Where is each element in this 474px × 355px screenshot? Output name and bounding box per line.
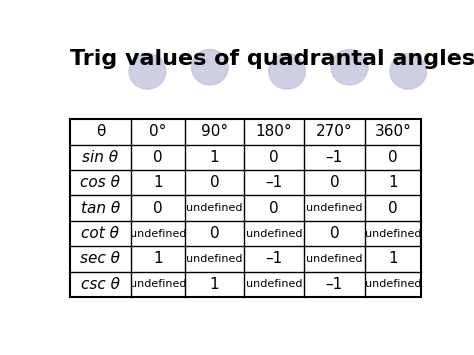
Text: –1: –1 [326, 277, 343, 292]
Text: –1: –1 [326, 150, 343, 165]
Text: undefined: undefined [306, 254, 363, 264]
Text: undefined: undefined [306, 203, 363, 213]
Text: 90°: 90° [201, 124, 228, 140]
Text: –1: –1 [265, 251, 283, 267]
Text: 0: 0 [388, 201, 398, 215]
Text: 0°: 0° [149, 124, 167, 140]
Text: 180°: 180° [255, 124, 292, 140]
Text: 0: 0 [269, 150, 279, 165]
Text: undefined: undefined [246, 229, 302, 239]
Text: 1: 1 [153, 251, 163, 267]
Text: sec θ: sec θ [81, 251, 120, 267]
Ellipse shape [129, 54, 166, 89]
Text: 1: 1 [153, 175, 163, 190]
Text: undefined: undefined [246, 279, 302, 289]
Text: 0: 0 [153, 201, 163, 215]
Text: cos θ: cos θ [81, 175, 120, 190]
Text: 0: 0 [329, 175, 339, 190]
Text: 270°: 270° [316, 124, 353, 140]
Ellipse shape [390, 54, 427, 89]
Text: 0: 0 [388, 150, 398, 165]
Text: 0: 0 [210, 175, 219, 190]
Ellipse shape [269, 54, 305, 89]
Text: csc θ: csc θ [81, 277, 120, 292]
Text: undefined: undefined [365, 279, 421, 289]
Text: tan θ: tan θ [81, 201, 120, 215]
Text: undefined: undefined [186, 254, 243, 264]
Text: undefined: undefined [186, 203, 243, 213]
Ellipse shape [191, 49, 228, 85]
Text: Trig values of quadrantal angles:: Trig values of quadrantal angles: [70, 49, 474, 70]
Ellipse shape [331, 49, 368, 85]
Text: θ: θ [96, 124, 105, 140]
Text: undefined: undefined [130, 229, 186, 239]
Text: 360°: 360° [374, 124, 411, 140]
Text: undefined: undefined [365, 229, 421, 239]
Text: –1: –1 [265, 175, 283, 190]
Text: cot θ: cot θ [82, 226, 119, 241]
Text: 1: 1 [388, 251, 398, 267]
Text: 1: 1 [210, 277, 219, 292]
Text: undefined: undefined [130, 279, 186, 289]
Bar [70, 119, 421, 297]
Text: 0: 0 [210, 226, 219, 241]
Text: 1: 1 [210, 150, 219, 165]
Text: sin θ: sin θ [82, 150, 118, 165]
Text: 1: 1 [388, 175, 398, 190]
Text: 0: 0 [329, 226, 339, 241]
Text: 0: 0 [269, 201, 279, 215]
Text: 0: 0 [153, 150, 163, 165]
